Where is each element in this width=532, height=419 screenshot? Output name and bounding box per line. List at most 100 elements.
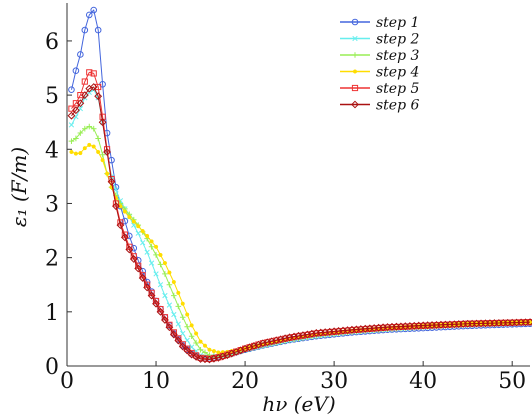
series-6 [67, 83, 532, 364]
data-point [68, 86, 75, 93]
plot-area [67, 6, 532, 364]
data-point [185, 312, 190, 317]
data-point [180, 330, 186, 337]
series-line [71, 9, 531, 359]
x-tick-label: 10 [142, 369, 170, 394]
data-point [116, 221, 125, 230]
data-point [96, 149, 101, 155]
data-point [77, 51, 84, 58]
data-point [103, 148, 111, 156]
data-point [71, 106, 80, 115]
data-point [89, 83, 98, 91]
y-tick-label: 2 [45, 247, 59, 272]
data-point [100, 158, 105, 163]
data-point [157, 261, 164, 268]
y-tick-label: 3 [45, 192, 59, 217]
legend-label: step 5 [376, 81, 420, 97]
data-point [122, 209, 127, 214]
data-point [73, 151, 78, 156]
data-point [77, 92, 84, 99]
data-point [85, 11, 93, 19]
legend-label: step 2 [376, 32, 420, 48]
data-point [267, 337, 276, 346]
y-tick-label: 0 [45, 355, 59, 380]
y-tick-label: 4 [45, 138, 59, 163]
x-tick-label: 30 [320, 369, 348, 394]
axes: 0 10 20 30 40 50 0 1 2 3 4 5 6 [45, 3, 530, 394]
data-point [125, 245, 134, 254]
data-point [86, 69, 93, 76]
data-point [134, 264, 143, 273]
data-point [171, 292, 177, 299]
data-point [80, 91, 89, 100]
data-point [169, 330, 178, 339]
data-point [107, 177, 116, 186]
data-point [69, 149, 74, 155]
x-tick-label: 20 [231, 369, 259, 394]
series-line [71, 86, 531, 360]
data-point [148, 260, 155, 266]
data-point [211, 349, 216, 354]
data-point [153, 271, 159, 277]
legend-marker [351, 84, 359, 92]
data-point [184, 323, 191, 330]
series-5 [68, 69, 532, 363]
data-point [67, 111, 76, 120]
series-4 [69, 142, 532, 355]
data-point [272, 336, 281, 345]
data-point [147, 291, 156, 300]
data-point [148, 244, 155, 250]
data-point [171, 311, 177, 318]
data-point [175, 321, 181, 327]
data-point [161, 316, 169, 324]
data-point [72, 100, 80, 107]
data-point [276, 335, 285, 344]
data-point [72, 67, 80, 75]
data-point [189, 323, 194, 328]
data-point [162, 292, 168, 299]
data-point [95, 135, 101, 142]
legend-marker [352, 52, 358, 58]
data-point [258, 339, 267, 348]
legend-entry: step 3 [340, 48, 420, 64]
y-tick-label: 5 [45, 84, 59, 109]
series-line [71, 89, 531, 359]
data-point [157, 282, 164, 288]
data-point [202, 343, 208, 348]
data-point [105, 171, 110, 176]
data-point [129, 255, 138, 263]
y-tick-label: 1 [45, 301, 59, 326]
data-point [281, 334, 290, 343]
data-point [94, 26, 102, 34]
data-point [178, 342, 187, 351]
x-axis-label: hν (eV) [262, 392, 335, 416]
data-point [91, 144, 96, 149]
data-point [149, 239, 154, 244]
data-point [197, 346, 204, 353]
data-point [194, 331, 199, 336]
data-point [68, 138, 75, 144]
x-tick-label: 40 [409, 369, 437, 394]
data-point [192, 352, 201, 361]
data-point [179, 314, 186, 321]
data-point [140, 229, 145, 234]
data-point [526, 318, 532, 327]
legend-marker [352, 35, 358, 42]
data-point [198, 339, 203, 344]
data-point [153, 252, 159, 258]
data-point [158, 252, 163, 257]
data-point [131, 219, 136, 224]
series-1 [68, 6, 532, 362]
data-point [153, 244, 159, 249]
data-point [138, 274, 147, 282]
data-point [145, 233, 150, 239]
data-point [86, 123, 93, 130]
data-point [162, 261, 167, 266]
data-point [82, 146, 87, 151]
data-point [90, 70, 97, 77]
data-point [263, 338, 272, 347]
data-point [81, 78, 88, 85]
data-point [140, 240, 146, 246]
data-point [162, 271, 168, 277]
